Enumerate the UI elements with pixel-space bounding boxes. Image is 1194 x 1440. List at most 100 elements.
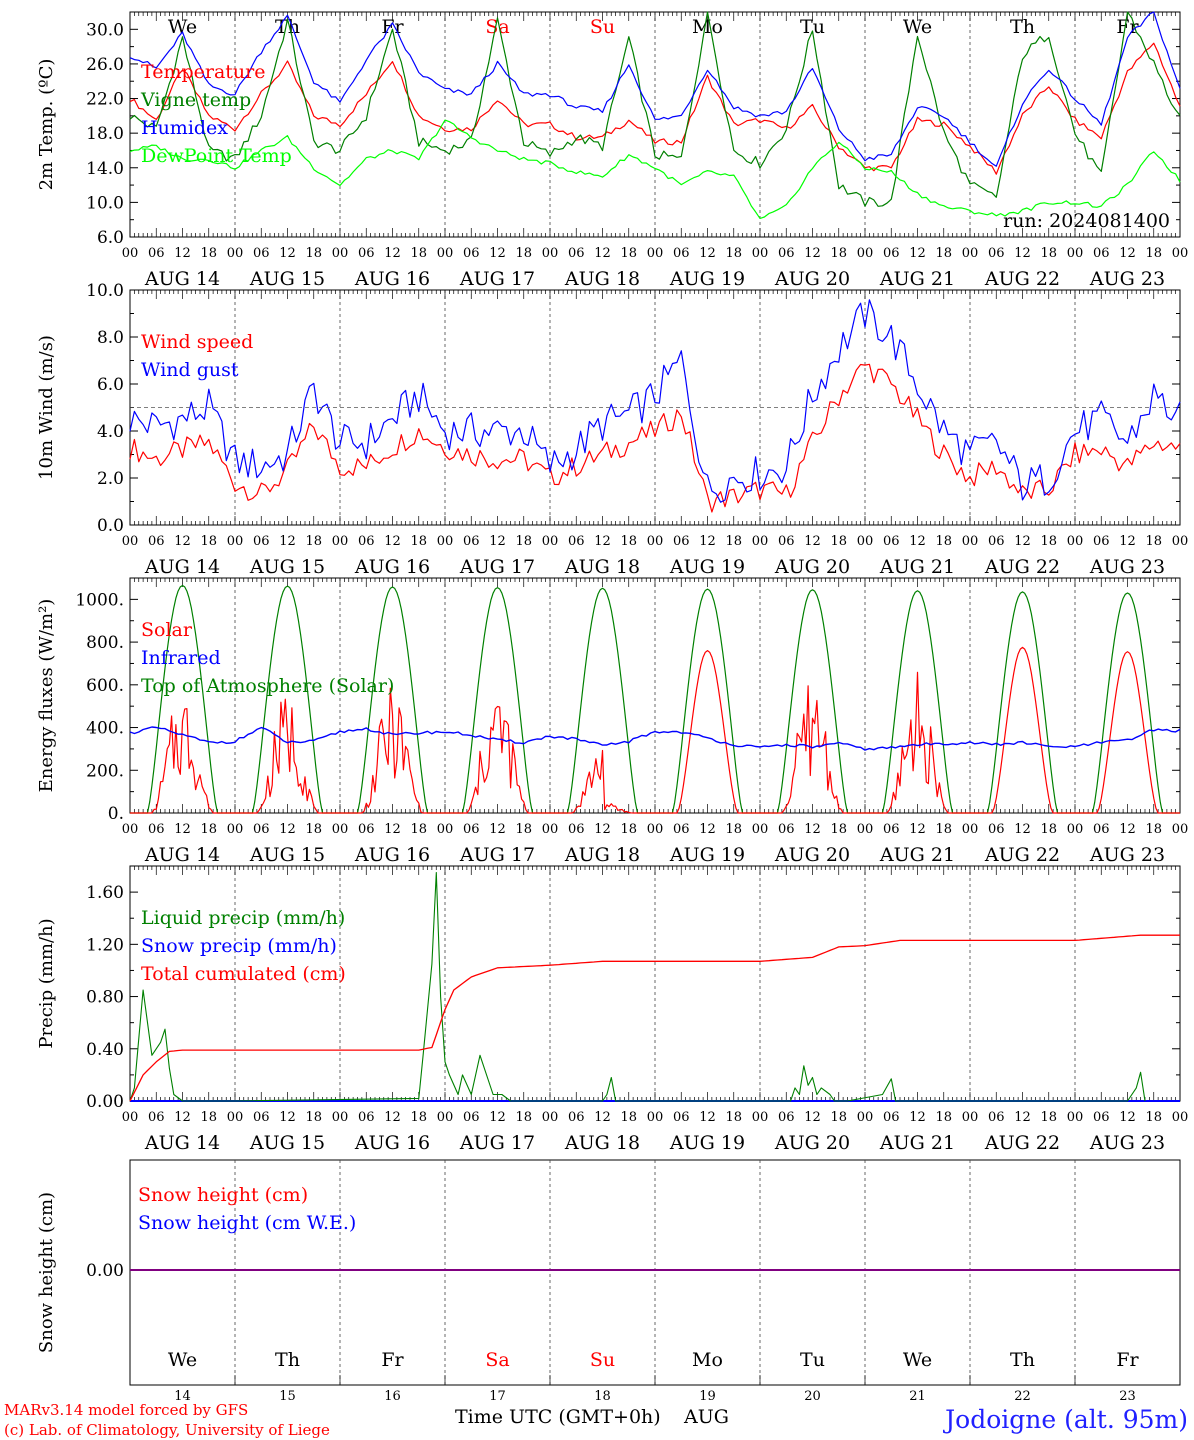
- day-number: 20: [804, 1389, 821, 1404]
- legend-wind-gust: Wind gust: [141, 359, 239, 381]
- series-line-vigne-temp: [129, 11, 1181, 207]
- y-tick-label: 0.40: [86, 1040, 124, 1060]
- hour-label: 18: [620, 534, 637, 549]
- hour-label: 00: [122, 822, 139, 837]
- hour-label: 06: [463, 1110, 480, 1125]
- hour-label: 06: [358, 822, 375, 837]
- hour-label: 00: [332, 246, 349, 261]
- hour-label: 00: [1067, 534, 1084, 549]
- hour-label: 00: [752, 1110, 769, 1125]
- hour-label: 06: [358, 1110, 375, 1125]
- y-axis-label: Energy fluxes (W/m²): [36, 599, 57, 793]
- hour-label: 18: [725, 822, 742, 837]
- hour-label: 00: [752, 246, 769, 261]
- hour-label: 12: [699, 1110, 716, 1125]
- panel-energy-fluxes: 0. 200. 400. 600. 800. 1000. Energy fluxes (W/…: [36, 577, 1189, 866]
- date-label: AUG 21: [879, 556, 955, 578]
- y-tick-label: 1.20: [86, 935, 124, 955]
- hour-label: 18: [515, 534, 532, 549]
- hour-label: 00: [542, 822, 559, 837]
- hour-label: 18: [1145, 822, 1162, 837]
- y-tick-label: 30.0: [86, 20, 124, 40]
- date-label: AUG 21: [879, 1132, 955, 1154]
- series-line-liquid-precip: [129, 871, 1146, 1102]
- hour-label: 00: [962, 534, 979, 549]
- hour-label: 00: [752, 534, 769, 549]
- y-tick-label: 6.0: [97, 228, 124, 248]
- plot-frame: [129, 11, 1181, 238]
- date-label: AUG 18: [564, 268, 640, 290]
- hour-label: 18: [830, 1110, 847, 1125]
- panel-wind: 0.0 2.0 4.0 6.0 8.0 10.0 10m Wind (m/s) 00 06 12 1…: [36, 281, 1188, 578]
- station-title: Jodoigne (alt. 95m): [942, 1405, 1188, 1434]
- hour-label: 00: [437, 822, 454, 837]
- day-number: 23: [1119, 1389, 1136, 1404]
- credit-model: MARv3.14 model forced by GFS: [4, 1401, 248, 1419]
- hour-label: 18: [1040, 534, 1057, 549]
- day-abbr: Fr: [1116, 16, 1139, 38]
- hour-label: 12: [489, 822, 506, 837]
- date-label: AUG 15: [249, 268, 325, 290]
- hour-label: 00: [1067, 246, 1084, 261]
- date-label: AUG 17: [459, 268, 535, 290]
- day-abbr: Tu: [800, 16, 825, 38]
- hour-label: 00: [857, 246, 874, 261]
- hour-label: 12: [804, 246, 821, 261]
- hour-label: 06: [148, 1110, 165, 1125]
- day-number: 15: [279, 1389, 296, 1404]
- hour-label: 12: [1119, 534, 1136, 549]
- date-label: AUG 14: [144, 556, 220, 578]
- hour-label: 06: [1093, 246, 1110, 261]
- hour-label: 00: [857, 534, 874, 549]
- date-label: AUG 18: [564, 1132, 640, 1154]
- legend-liquid-precip-mm-h-: Liquid precip (mm/h): [141, 907, 345, 929]
- hour-label: 12: [384, 822, 401, 837]
- hour-label: 00: [437, 246, 454, 261]
- hour-label: 06: [673, 822, 690, 837]
- day-abbr: Th: [1010, 16, 1035, 38]
- hour-label: 12: [594, 1110, 611, 1125]
- hour-label: 00: [227, 534, 244, 549]
- hour-label: 06: [673, 534, 690, 549]
- hour-label: 18: [305, 534, 322, 549]
- hour-label: 18: [935, 534, 952, 549]
- series-line-wind-gust: [129, 299, 1181, 503]
- hour-label: 18: [830, 822, 847, 837]
- hour-label: 00: [962, 246, 979, 261]
- hour-label: 06: [148, 822, 165, 837]
- y-axis-label: Precip (mm/h): [36, 918, 57, 1048]
- hour-label: 06: [883, 1110, 900, 1125]
- hour-label: 12: [804, 1110, 821, 1125]
- hour-label: 12: [174, 1110, 191, 1125]
- day-abbr: Tu: [800, 1349, 825, 1371]
- hour-label: 12: [279, 534, 296, 549]
- day-abbr: Fr: [381, 1349, 404, 1371]
- hour-label: 18: [1040, 822, 1057, 837]
- hour-label: 06: [778, 246, 795, 261]
- hour-label: 06: [568, 534, 585, 549]
- hour-label: 06: [778, 822, 795, 837]
- date-label: AUG 15: [249, 1132, 325, 1154]
- day-number: 17: [489, 1389, 506, 1404]
- hour-label: 00: [1172, 822, 1189, 837]
- date-label: AUG 21: [879, 844, 955, 866]
- hour-label: 00: [437, 534, 454, 549]
- hour-label: 12: [489, 246, 506, 261]
- hour-label: 00: [332, 822, 349, 837]
- date-label: AUG 23: [1089, 844, 1165, 866]
- hour-label: 18: [620, 822, 637, 837]
- hour-label: 18: [935, 822, 952, 837]
- hour-label: 18: [410, 246, 427, 261]
- panel-precipitation: 0.00 0.40 0.80 1.20 1.60 Precip (mm/h) 00 06 12 1…: [36, 865, 1188, 1154]
- legend-top-of-atmosphere-solar-: Top of Atmosphere (Solar): [141, 675, 394, 697]
- day-abbr: Mo: [692, 16, 723, 38]
- y-tick-label: 0.00: [86, 1092, 124, 1112]
- day-number: 16: [384, 1389, 401, 1404]
- series-line-humidex: [129, 11, 1181, 167]
- day-abbr: Su: [590, 16, 615, 38]
- hour-label: 12: [174, 246, 191, 261]
- hour-label: 18: [830, 534, 847, 549]
- series-line-infrared: [129, 726, 1181, 751]
- hour-label: 18: [1040, 246, 1057, 261]
- hour-label: 12: [1014, 246, 1031, 261]
